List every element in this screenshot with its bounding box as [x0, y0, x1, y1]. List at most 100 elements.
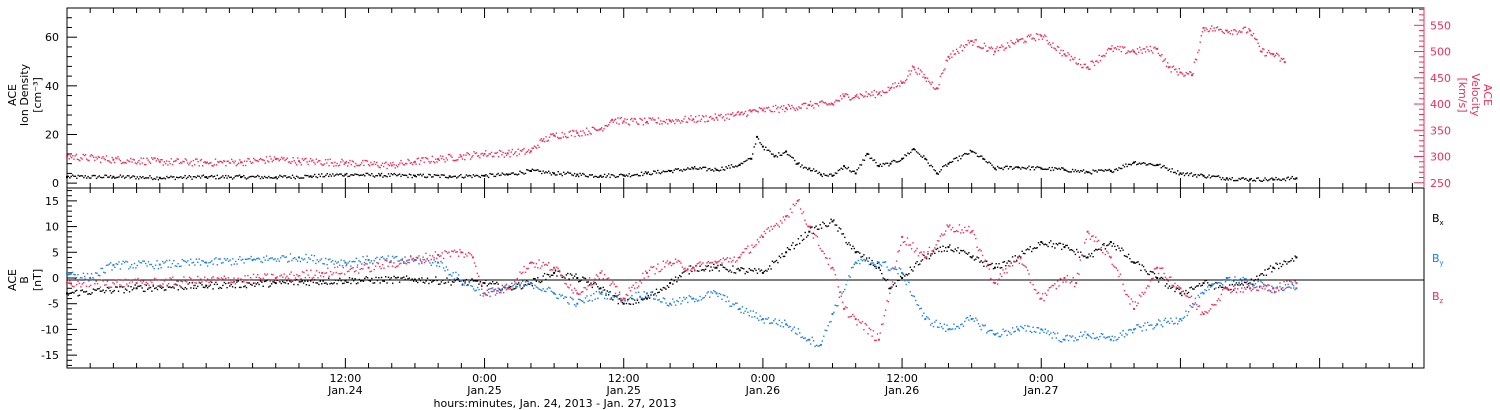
velocity-point-49: [1167, 66, 1170, 69]
by-fill-837: [1212, 283, 1214, 286]
velocity-fill-439: [524, 153, 526, 155]
bz-fill-777: [1129, 303, 1131, 305]
velocity-fill-279: [330, 162, 333, 164]
bz-fill-684: [991, 279, 993, 281]
by-fill-187: [267, 259, 269, 262]
density-fill-428: [603, 173, 606, 176]
bz-fill-582: [841, 301, 844, 303]
bx-fill-437: [629, 303, 632, 305]
bx-fill-327: [469, 279, 472, 282]
bx-fill-894: [1294, 255, 1296, 257]
bx-fill-334: [479, 280, 482, 283]
by-fill-632: [915, 299, 917, 302]
density-fill-331: [463, 177, 465, 179]
velocity-fill-709: [859, 93, 861, 95]
bz-fill-78: [108, 286, 110, 288]
velocity-fill-128: [149, 162, 152, 164]
velocity-fill-642: [776, 107, 778, 110]
velocity-fill-378: [450, 155, 452, 157]
bx-fill-324: [465, 278, 468, 281]
velocity-fill-941: [1146, 46, 1148, 48]
bx-fill-735: [1065, 244, 1067, 247]
velocity-fill-169: [198, 165, 200, 167]
by-fill-282: [404, 256, 406, 258]
bx-fill-281: [404, 278, 406, 281]
velocity-fill-496: [595, 129, 597, 131]
bz-fill-510: [733, 256, 735, 258]
by-fill-158: [225, 259, 227, 261]
velocity-fill-862: [1049, 44, 1052, 46]
field-tick-label--10: -10: [41, 323, 59, 336]
velocity-fill-957: [1165, 65, 1168, 67]
bz-fill-411: [590, 284, 592, 286]
bx-fill-808: [1170, 287, 1172, 289]
by-fill-495: [713, 290, 715, 292]
bz-fill-690: [1001, 275, 1003, 278]
velocity-fill-557: [671, 119, 674, 121]
velocity-fill-316: [374, 163, 377, 166]
velocity-fill-634: [766, 107, 769, 109]
bx-fill-414: [595, 283, 598, 285]
bx-fill-805: [1166, 283, 1168, 285]
bx-fill-88: [130, 286, 132, 288]
velocity-fill-179: [211, 164, 213, 167]
velocity-fill-407: [486, 155, 488, 157]
density-fill-816: [1196, 176, 1198, 178]
bz-fill-825: [1198, 305, 1201, 307]
bx-fill-600: [865, 257, 868, 259]
by-fill-726: [1051, 337, 1053, 339]
bz-fill-92: [127, 285, 129, 287]
bx-fill-811: [1174, 290, 1176, 293]
velocity-fill-929: [1131, 50, 1133, 52]
velocity-fill-172: [202, 165, 204, 167]
density-point-29: [808, 167, 811, 170]
density-fill-527: [747, 158, 750, 160]
by-fill-78: [108, 263, 110, 265]
velocity-tick-label-400: 400: [1430, 98, 1451, 111]
bz-fill-129: [180, 280, 182, 282]
bx-fill-467: [673, 280, 675, 282]
velocity-fill-802: [976, 46, 979, 48]
bz-point-32: [947, 225, 950, 228]
bx-fill-213: [308, 284, 310, 287]
by-fill-184: [263, 256, 265, 259]
bx-fill-880: [1275, 262, 1277, 264]
bx-fill-563: [812, 232, 815, 235]
density-fill-479: [677, 168, 679, 170]
bz-fill-871: [1265, 285, 1268, 287]
by-fill-65: [90, 273, 93, 275]
bz-fill-317: [451, 250, 453, 252]
bz-fill-147: [206, 278, 209, 280]
velocity-fill-322: [381, 162, 384, 164]
bx-fill-381: [548, 274, 550, 276]
density-fill-868: [1271, 177, 1273, 179]
velocity-fill-124: [145, 163, 147, 166]
by-fill-462: [665, 302, 667, 304]
by-fill-863: [1250, 283, 1253, 285]
by-fill-763: [1104, 337, 1107, 339]
velocity-fill-300: [356, 164, 358, 167]
velocity-fill-605: [729, 113, 732, 115]
bx-fill-192: [279, 281, 281, 283]
bz-fill-360: [516, 277, 518, 280]
velocity-fill-846: [1030, 34, 1032, 36]
density-fill-579: [836, 172, 838, 175]
bx-fill-697: [1009, 260, 1011, 263]
bx-fill-237: [341, 282, 344, 285]
velocity-fill-331: [393, 164, 395, 166]
velocity-fill-865: [1053, 47, 1055, 49]
velocity-fill-618: [746, 115, 748, 117]
by-fill-573: [828, 321, 831, 323]
by-fill-407: [586, 295, 588, 297]
by-fill-623: [902, 273, 905, 275]
velocity-fill-1036: [1265, 54, 1267, 57]
by-fill-267: [383, 258, 385, 260]
by-fill-836: [1211, 283, 1213, 285]
by-fill-303: [434, 260, 437, 263]
velocity-fill-692: [837, 100, 839, 102]
bz-fill-306: [434, 251, 437, 253]
bz-fill-505: [726, 257, 729, 259]
density-fill-83: [102, 176, 105, 179]
by-fill-168: [239, 256, 241, 258]
velocity-fill-191: [225, 165, 227, 167]
